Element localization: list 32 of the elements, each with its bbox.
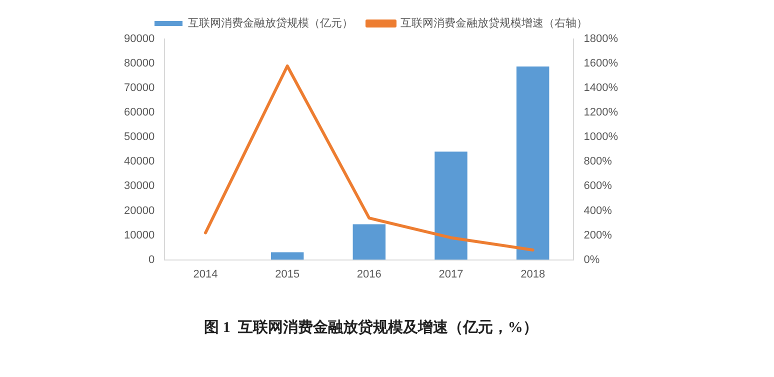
bar bbox=[434, 152, 468, 260]
y-tick-label: 30000 bbox=[124, 180, 155, 192]
y-tick-label: 50000 bbox=[124, 131, 155, 144]
bar bbox=[352, 224, 386, 260]
y-tick-label: 20000 bbox=[124, 204, 155, 217]
y2-tick-label: 1000% bbox=[584, 131, 618, 144]
y2-tick-label: 600% bbox=[584, 180, 612, 192]
x-tick-label: 2014 bbox=[193, 268, 218, 280]
text: 图 1 互联网消费金融放贷规模及增速（亿元，%） bbox=[204, 318, 538, 336]
y2-tick-label: 800% bbox=[584, 156, 612, 168]
y2-tick-label: 200% bbox=[584, 229, 612, 242]
y-tick-label: 60000 bbox=[124, 106, 155, 119]
legend-label: 互联网消费金融放贷规模（亿元） bbox=[188, 16, 353, 30]
y-tick-label: 10000 bbox=[124, 229, 155, 242]
y-tick-label: 90000 bbox=[124, 33, 155, 46]
bar bbox=[516, 66, 550, 260]
y-tick-label: 80000 bbox=[124, 58, 155, 70]
y2-tick-label: 1800% bbox=[584, 33, 618, 46]
y2-tick-label: 0% bbox=[584, 254, 600, 266]
y-tick-label: 70000 bbox=[124, 82, 155, 94]
y-tick-label: 0 bbox=[148, 254, 155, 266]
y2-tick-label: 1600% bbox=[584, 58, 618, 70]
x-tick-label: 2015 bbox=[275, 268, 300, 280]
y2-tick-label: 1200% bbox=[584, 106, 618, 119]
x-tick-label: 2016 bbox=[356, 268, 382, 280]
y2-tick-label: 1400% bbox=[584, 82, 618, 94]
y-tick-label: 40000 bbox=[124, 156, 155, 168]
x-tick-label: 2018 bbox=[520, 268, 546, 280]
y2-tick-label: 400% bbox=[584, 204, 612, 217]
legend-label: 互联网消费金融放贷规模增速（右轴） bbox=[400, 16, 588, 30]
bar bbox=[270, 252, 304, 260]
x-tick-label: 2017 bbox=[438, 268, 464, 280]
